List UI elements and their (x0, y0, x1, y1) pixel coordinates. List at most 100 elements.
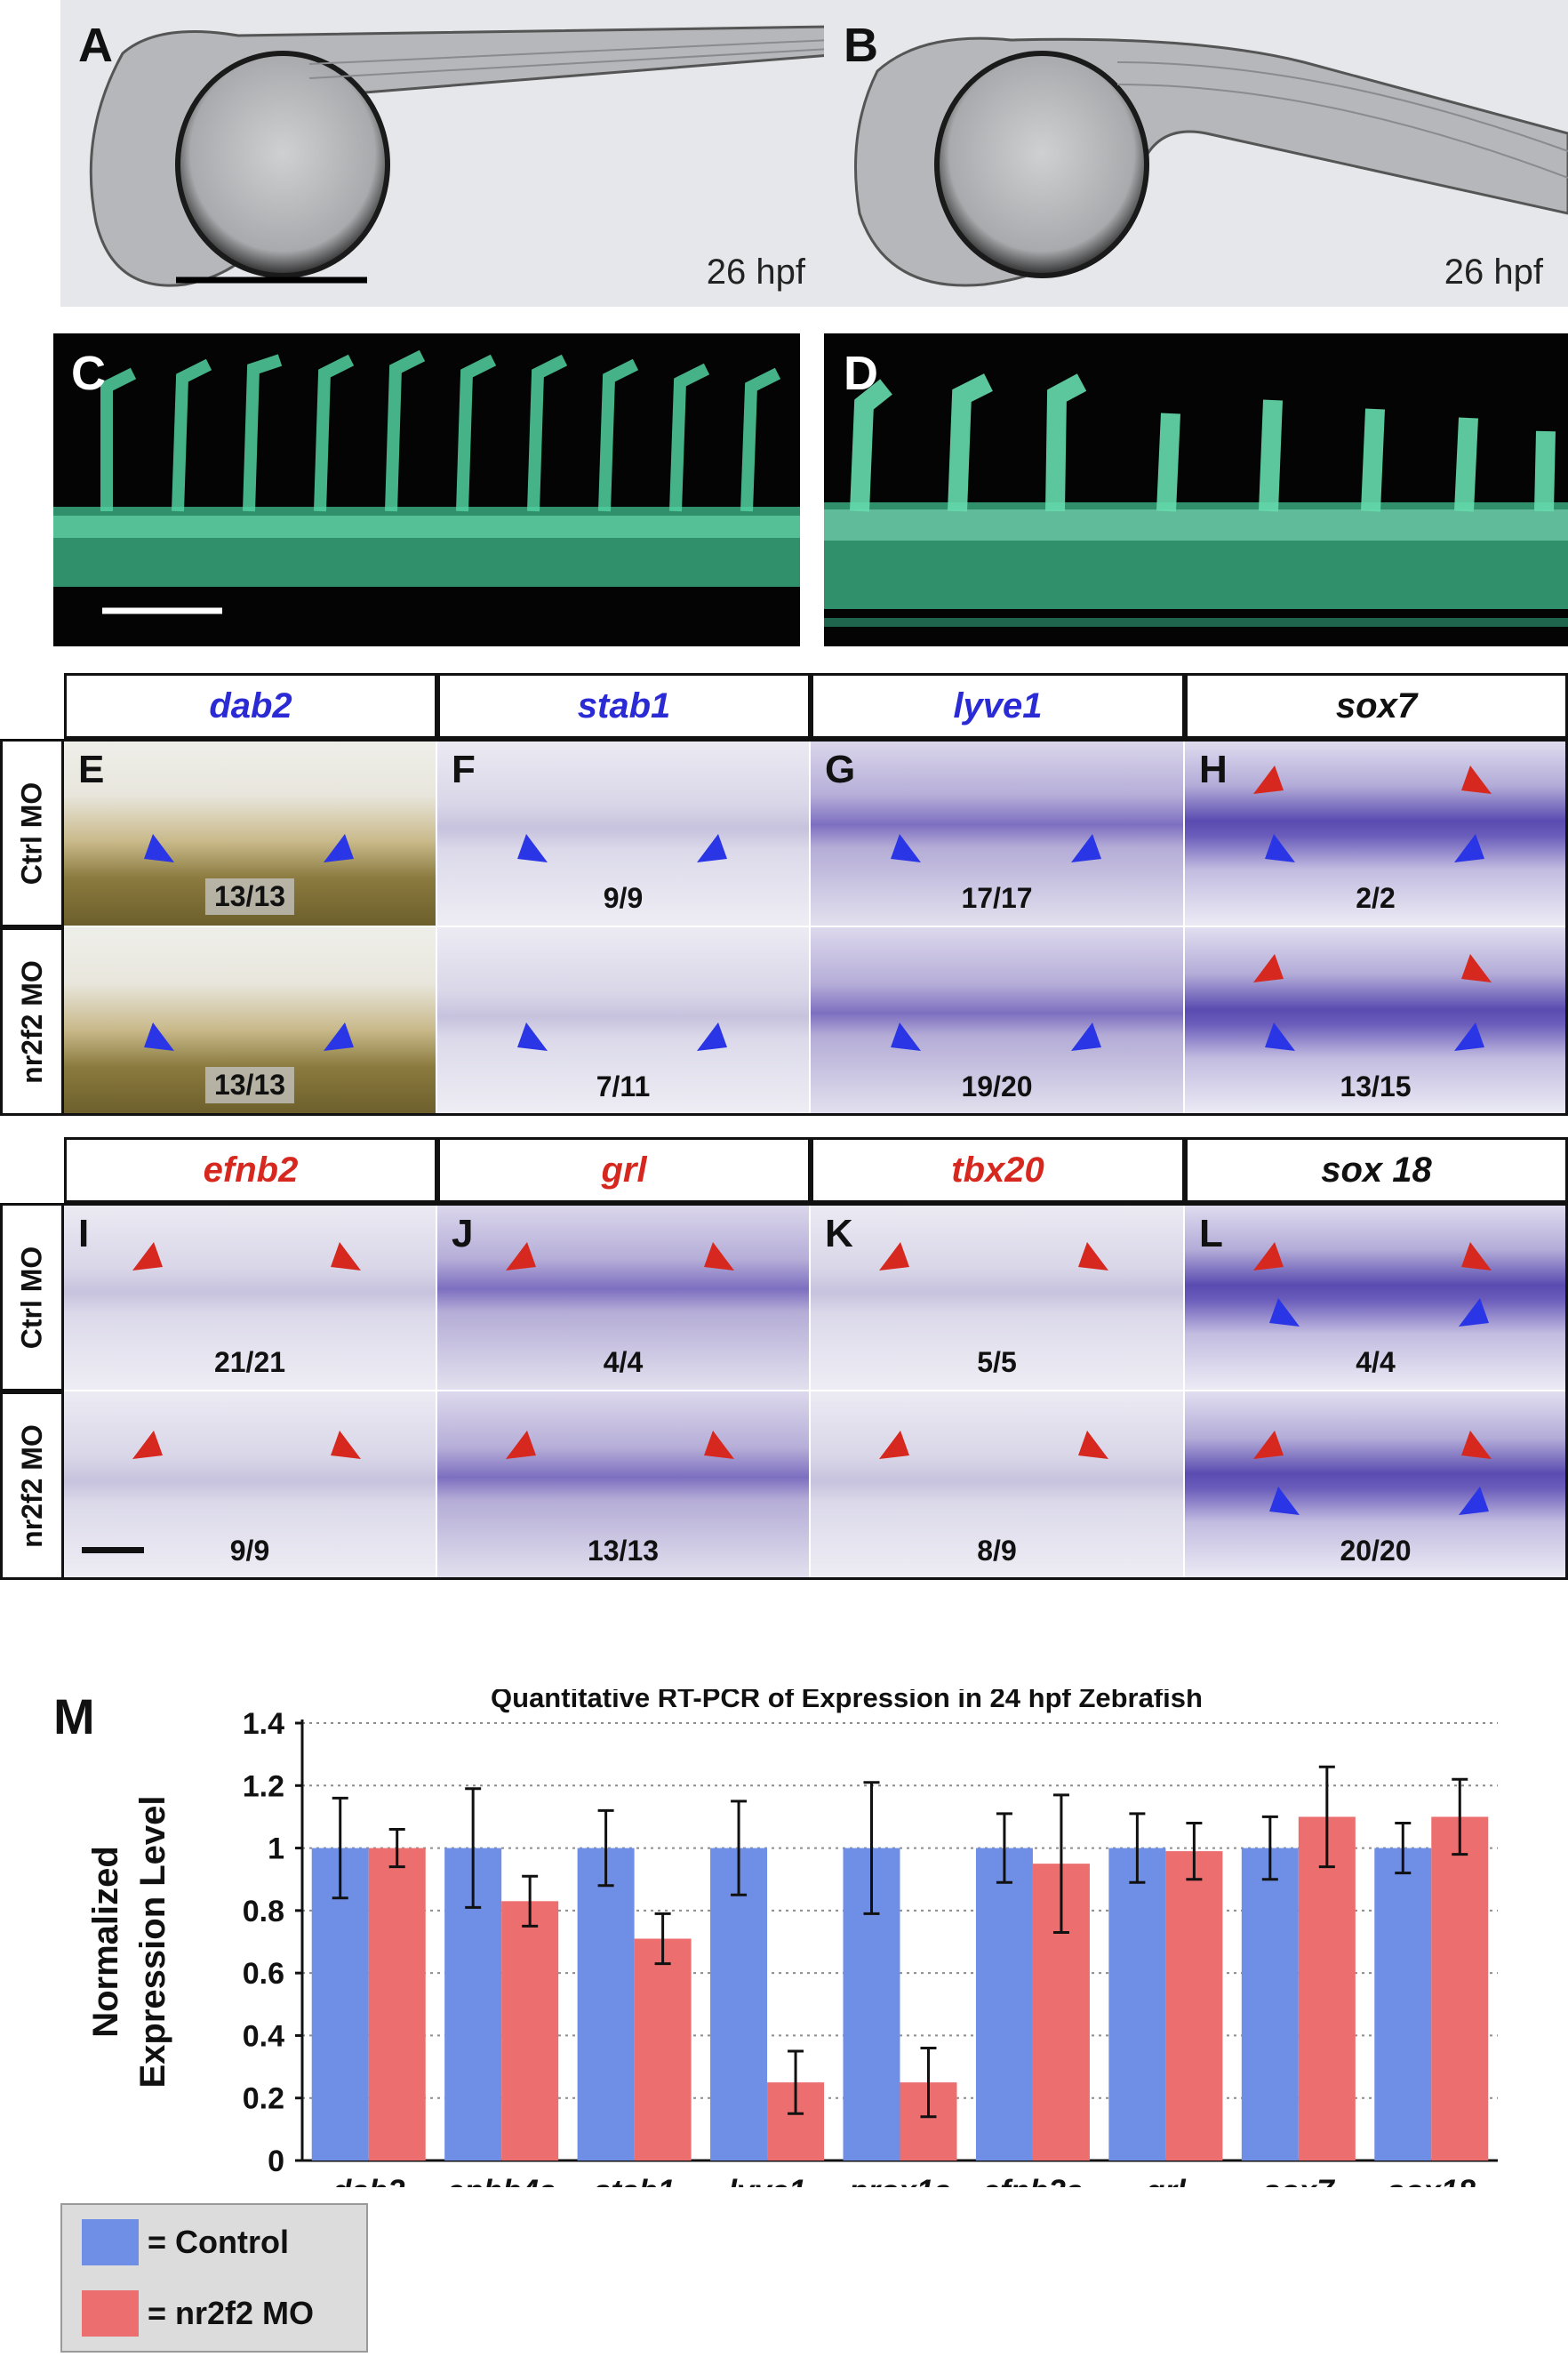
embryo-count: 19/20 (961, 1070, 1033, 1102)
red-arrowhead-icon (704, 1431, 734, 1459)
red-arrowhead-icon (1461, 1242, 1492, 1271)
legend-swatch-mo (82, 2290, 139, 2337)
panel-a-embryo-drawing (89, 25, 830, 287)
red-arrowhead-icon (1461, 1431, 1492, 1459)
row-label-text: Ctrl MO (15, 782, 48, 885)
gene-header-sox18: sox 18 (1185, 1137, 1568, 1203)
blue-arrowhead-icon (697, 1022, 727, 1051)
row-label-nr2f2-mo: nr2f2 MO (0, 1391, 64, 1580)
red-arrowhead-icon (1461, 766, 1492, 794)
red-arrowhead-icon (1253, 954, 1284, 982)
bar-control-sox18 (1374, 1848, 1432, 2161)
ish-tile: 13/13 (437, 1391, 811, 1580)
ish-tile: 8/9 (811, 1391, 1185, 1580)
ish-tile: L 4/4 (1185, 1203, 1568, 1391)
legend-item-mo: = nr2f2 MO (82, 2290, 314, 2337)
embryo-count: 8/9 (977, 1535, 1017, 1567)
blue-arrowhead-icon (324, 834, 354, 862)
red-arrowhead-icon (879, 1242, 909, 1271)
red-arrowhead-icon (506, 1431, 536, 1459)
blue-arrowhead-icon (1454, 834, 1484, 862)
embryo-count: 13/15 (1340, 1070, 1412, 1102)
ish-tile: F 9/9 (437, 739, 811, 927)
y-tick-label: 1.4 (243, 1707, 284, 1741)
legend-swatch-control (82, 2219, 139, 2265)
ish-tile: 13/13 (64, 927, 437, 1116)
row-label-text: nr2f2 MO (15, 959, 48, 1084)
blue-arrowhead-icon (1071, 834, 1101, 862)
y-tick-label: 0 (268, 2145, 284, 2178)
tile-letter: G (825, 748, 856, 791)
ish-tile: 19/20 (811, 927, 1185, 1116)
embryo-count: 9/9 (603, 882, 644, 914)
red-arrowhead-icon (506, 1242, 536, 1271)
ish-tile: E 13/13 (64, 739, 437, 927)
panel-c-letter: C (71, 347, 106, 400)
panel-a-letter: A (78, 19, 113, 72)
ish-tile: H 2/2 (1185, 739, 1568, 927)
blue-arrowhead-icon (1265, 834, 1295, 862)
red-arrowhead-icon (331, 1242, 361, 1271)
row-label-text: nr2f2 MO (15, 1423, 48, 1548)
red-arrowhead-icon (1253, 1431, 1284, 1459)
blue-arrowhead-icon (1459, 1298, 1489, 1327)
gene-header-efnb2: efnb2 (64, 1137, 437, 1203)
bar-mo-sox7 (1298, 1816, 1356, 2161)
bar-mo-ephb4a (501, 1901, 559, 2161)
embryo-count: 4/4 (1356, 1346, 1396, 1378)
red-arrowhead-icon (331, 1431, 361, 1459)
gene-header-tbx20: tbx20 (811, 1137, 1185, 1203)
panel-b-stage: 26 hpf (1444, 253, 1543, 292)
embryo-count: 4/4 (603, 1346, 644, 1378)
embryo-count: 13/13 (204, 1067, 295, 1103)
gene-header-grl: grl (437, 1137, 811, 1203)
panel-d-image: D (824, 333, 1568, 646)
embryo-count: 13/13 (587, 1535, 660, 1567)
x-tick-label-lyve1: lyve1 (728, 2174, 806, 2187)
chart-legend: = Control = nr2f2 MO (60, 2203, 368, 2353)
panel-b-embryo-drawing (854, 36, 1568, 287)
bar-control-lyve1 (710, 1848, 768, 2161)
x-tick-label-grl: grl (1145, 2174, 1187, 2187)
tile-letter: E (78, 748, 105, 791)
legend-label-control: = Control (148, 2224, 289, 2260)
panel-m-letter: M (53, 1688, 95, 1744)
bar-mo-stab1 (634, 1938, 692, 2161)
y-tick-label: 0.8 (243, 1895, 284, 1928)
tile-letter: K (825, 1212, 853, 1255)
ish-tile: G 17/17 (811, 739, 1185, 927)
red-arrowhead-icon (879, 1431, 909, 1459)
bar-control-efnb2a (975, 1848, 1033, 2161)
x-tick-label-efnb2a: efnb2a (983, 2174, 1084, 2187)
bar-control-grl (1108, 1848, 1166, 2161)
panel-a-image: A 26 hpf (60, 0, 830, 307)
blue-arrowhead-icon (144, 834, 174, 862)
legend-label-mo: = nr2f2 MO (148, 2295, 315, 2331)
gene-header-stab1: stab1 (437, 673, 811, 739)
red-arrowhead-icon (704, 1242, 734, 1271)
embryo-count: 20/20 (1340, 1535, 1412, 1567)
y-tick-label: 1 (268, 1832, 284, 1866)
red-arrowhead-icon (1078, 1431, 1108, 1459)
x-tick-label-prox1a: prox1a (848, 2174, 951, 2187)
tile-letter: J (452, 1212, 474, 1255)
red-arrowhead-icon (1461, 954, 1492, 982)
blue-arrowhead-icon (1071, 1022, 1101, 1051)
y-tick-label: 0.6 (243, 1957, 284, 1991)
scale-bar-ish (82, 1547, 144, 1553)
bar-mo-grl (1165, 1851, 1223, 2161)
tile-letter: F (452, 748, 476, 791)
panel-d-letter: D (844, 347, 878, 400)
embryo-count: 2/2 (1356, 882, 1396, 914)
blue-arrowhead-icon (1459, 1487, 1489, 1515)
panel-b-image: B 26 hpf (824, 0, 1568, 307)
tile-letter: H (1199, 748, 1228, 791)
tile-letter: L (1199, 1212, 1223, 1255)
blue-arrowhead-icon (891, 834, 921, 862)
blue-arrowhead-icon (517, 1022, 548, 1051)
row-label-nr2f2-mo: nr2f2 MO (0, 927, 64, 1116)
gene-header-lyve1: lyve1 (811, 673, 1185, 739)
rt-pcr-bar-chart: Quantitative RT-PCR of Expression in 24 … (86, 1689, 1498, 2187)
ish-tile: K 5/5 (811, 1203, 1185, 1391)
blue-arrowhead-icon (517, 834, 548, 862)
